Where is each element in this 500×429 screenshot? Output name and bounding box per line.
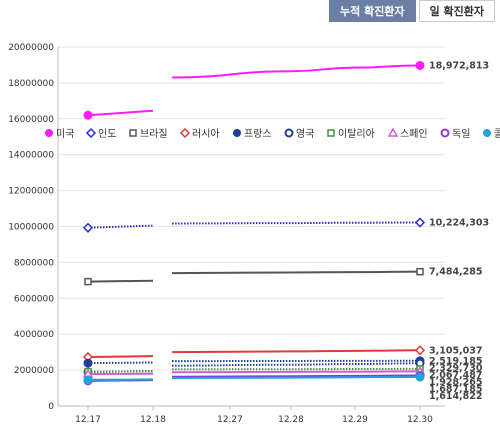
- series-line: [87, 355, 154, 358]
- series-line: [171, 376, 421, 379]
- y-tick-label: 16000000: [8, 115, 54, 125]
- series-line: [87, 109, 154, 117]
- chart-tabs: 누적 확진환자 일 확진환자: [329, 0, 495, 22]
- data-point: [82, 222, 94, 233]
- data-point: [415, 372, 425, 382]
- legend-marker: [483, 129, 491, 137]
- legend-label[interactable]: 독일: [452, 128, 470, 140]
- y-tick-label: 20000000: [8, 43, 54, 53]
- legend-label[interactable]: 영국: [296, 128, 314, 140]
- series-end-label: 18,972,813: [429, 60, 489, 71]
- legend-marker: [129, 129, 137, 137]
- series-line: [171, 270, 421, 275]
- legend-marker: [387, 127, 399, 137]
- x-tick-label: 12.27: [217, 415, 243, 425]
- data-point: [83, 110, 93, 120]
- legend-label[interactable]: 프랑스: [244, 128, 272, 140]
- x-tick-label: 12.18: [140, 415, 166, 425]
- tab-cumulative-cases[interactable]: 누적 확진환자: [329, 0, 416, 22]
- x-tick-label: 12.30: [407, 415, 433, 425]
- legend-marker: [45, 129, 53, 137]
- legend-label[interactable]: 콜롬비아: [494, 128, 500, 140]
- series-end-label: 1,928,265: [429, 377, 483, 388]
- legend-label[interactable]: 이탈리아: [338, 127, 375, 140]
- data-point: [83, 358, 93, 368]
- y-tick-label: 8000000: [14, 258, 54, 268]
- series-line: [171, 64, 421, 79]
- tab-daily-cases[interactable]: 일 확진환자: [418, 0, 495, 22]
- legend-marker: [179, 127, 191, 139]
- data-point: [414, 345, 426, 356]
- series-end-label: 2,329,730: [429, 363, 483, 374]
- legend-label[interactable]: 브라질: [140, 128, 168, 140]
- y-tick-label: 18000000: [8, 79, 54, 89]
- series-line: [87, 224, 154, 229]
- data-point: [84, 277, 92, 286]
- data-point: [83, 375, 93, 385]
- series-line: [87, 279, 154, 283]
- legend-label[interactable]: 러시아: [192, 128, 220, 140]
- legend-marker: [284, 128, 294, 138]
- series-end-label: 1,614,822: [429, 391, 483, 402]
- y-tick-label: 2000000: [14, 366, 54, 376]
- series-end-label: 10,224,303: [429, 217, 489, 228]
- series-end-label: 2,519,185: [429, 356, 483, 367]
- legend-label[interactable]: 인도: [98, 128, 116, 140]
- y-tick-label: 10000000: [8, 223, 54, 233]
- data-point: [415, 60, 425, 70]
- series-line: [171, 362, 421, 367]
- x-tick-label: 12.17: [75, 415, 101, 425]
- legend-marker: [85, 127, 97, 139]
- legend-marker: [327, 129, 335, 137]
- y-tick-label: 4000000: [14, 330, 54, 340]
- data-point: [416, 267, 424, 276]
- series-line: [171, 370, 421, 374]
- y-tick-label: 6000000: [14, 294, 54, 304]
- legend-label[interactable]: 미국: [56, 128, 74, 140]
- y-tick-label: 0: [48, 402, 54, 412]
- series-end-label: 3,105,037: [429, 345, 483, 356]
- y-tick-label: 12000000: [8, 187, 54, 197]
- series-line: [171, 221, 421, 225]
- legend-label[interactable]: 스페인: [400, 128, 428, 140]
- series-end-label: 7,484,285: [429, 267, 483, 278]
- series-end-label: 1,687,185: [429, 384, 483, 395]
- series-line: [171, 374, 421, 378]
- series-end-label: 2,067,487: [429, 370, 483, 381]
- legend-marker: [233, 129, 241, 137]
- x-tick-label: 12.28: [278, 415, 304, 425]
- x-tick-label: 12.29: [342, 415, 368, 425]
- series-line: [87, 361, 154, 365]
- series-line: [171, 349, 421, 354]
- legend-marker: [440, 128, 450, 138]
- y-tick-label: 14000000: [8, 151, 54, 161]
- data-point: [414, 217, 426, 228]
